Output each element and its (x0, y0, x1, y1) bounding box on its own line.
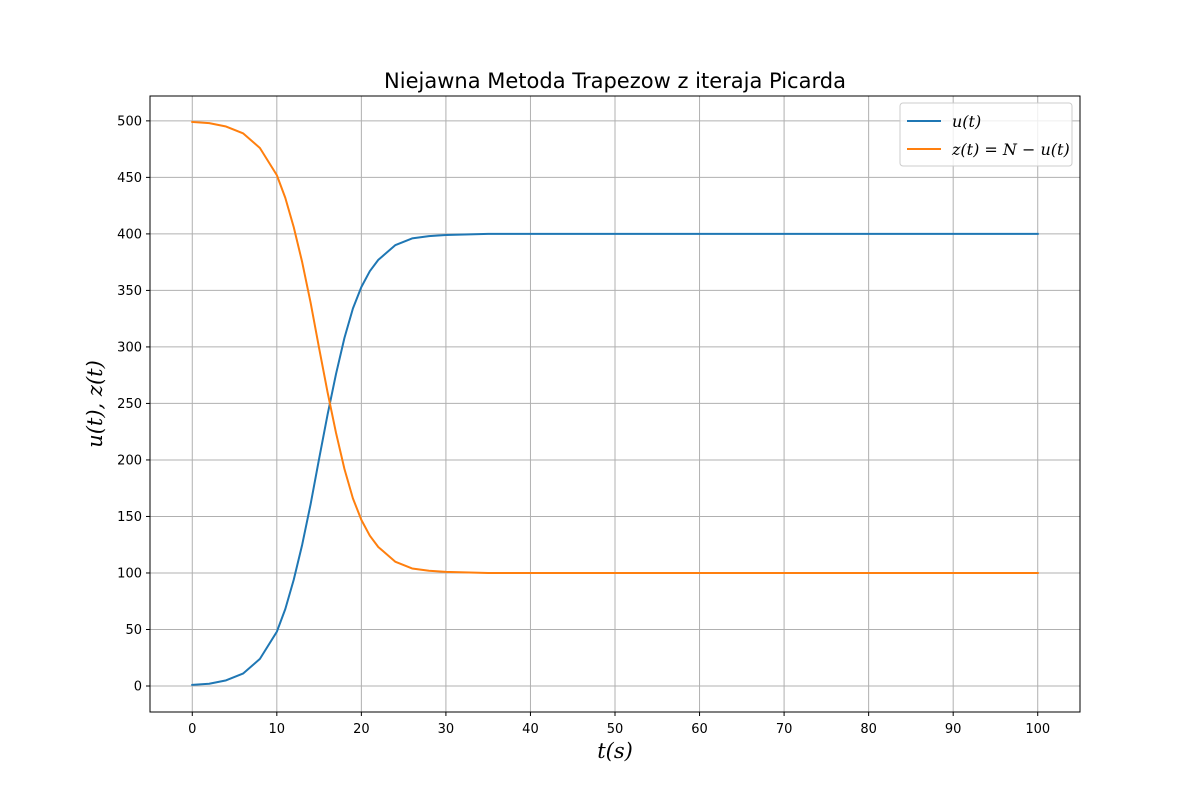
x-tick-label: 70 (776, 722, 793, 737)
y-axis-label: u(t), z(t) (83, 360, 107, 448)
series-line-u (191, 232, 1039, 686)
axis-ticks: 0 10 20 30 40 50 60 70 80 90 100 0 50 100 150 200 250 300… (117, 114, 1050, 737)
x-tick-label: 90 (945, 722, 962, 737)
series-line-z (191, 120, 1039, 574)
y-tick-label: 500 (117, 114, 142, 129)
y-tick-label: 400 (117, 227, 142, 242)
x-tick-label: 40 (522, 722, 539, 737)
x-tick-label: 60 (691, 722, 708, 737)
y-tick-label: 50 (125, 623, 142, 638)
x-tick-label: 50 (607, 722, 624, 737)
x-tick-label: 10 (269, 722, 286, 737)
x-tick-label: 80 (860, 722, 877, 737)
legend: u(t) z(t) = N − u(t) (899, 102, 1073, 167)
x-tick-label: 30 (438, 722, 455, 737)
legend-label-z: z(t) = N − u(t) (951, 140, 1070, 159)
chart-title: Niejawna Metoda Trapezow z iteraja Picar… (384, 69, 846, 93)
y-tick-label: 450 (117, 171, 142, 186)
x-axis-label: t(s) (597, 739, 633, 763)
legend-label-u: u(t) (952, 112, 981, 131)
legend-box (899, 102, 1073, 167)
y-tick-label: 0 (134, 680, 142, 695)
y-tick-label: 250 (117, 397, 142, 412)
y-tick-label: 150 (117, 510, 142, 525)
x-tick-label: 20 (353, 722, 370, 737)
x-tick-label: 0 (188, 722, 196, 737)
y-tick-label: 200 (117, 453, 142, 468)
x-tick-label: 100 (1025, 722, 1050, 737)
y-tick-label: 100 (117, 566, 142, 581)
y-tick-label: 300 (117, 340, 142, 355)
y-tick-label: 350 (117, 284, 142, 299)
series-lines (191, 120, 1039, 686)
